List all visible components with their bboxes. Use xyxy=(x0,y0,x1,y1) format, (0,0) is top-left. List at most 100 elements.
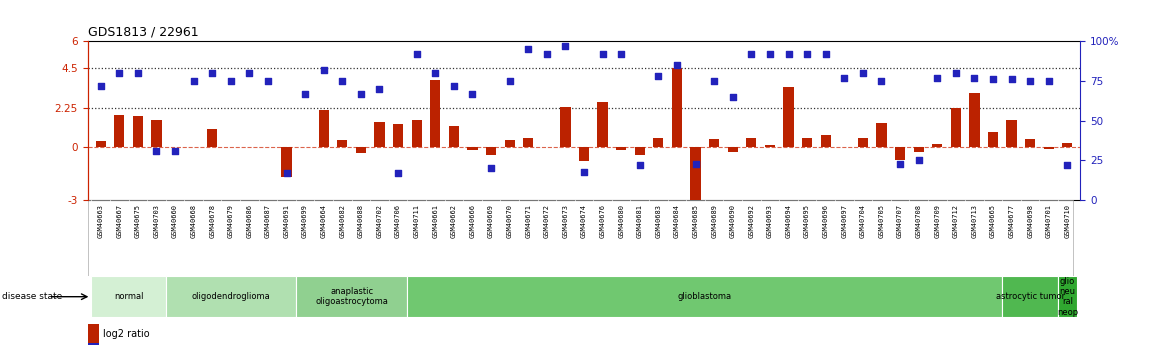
Text: GSM40685: GSM40685 xyxy=(693,204,698,238)
Text: GSM40684: GSM40684 xyxy=(674,204,680,238)
Point xyxy=(854,70,872,76)
Point xyxy=(500,78,519,84)
Bar xyxy=(281,147,292,177)
Point xyxy=(277,170,296,176)
Bar xyxy=(296,276,408,317)
Bar xyxy=(133,116,142,147)
Bar xyxy=(114,115,124,147)
Point xyxy=(816,51,835,57)
Point xyxy=(463,91,481,97)
Point xyxy=(128,70,147,76)
Point xyxy=(239,70,258,76)
Bar xyxy=(765,145,776,147)
Text: GSM40695: GSM40695 xyxy=(804,204,811,238)
Text: GSM40681: GSM40681 xyxy=(637,204,642,238)
Bar xyxy=(913,147,924,151)
Bar xyxy=(1044,147,1054,149)
Bar xyxy=(634,147,645,155)
Point xyxy=(445,83,464,89)
Point xyxy=(333,78,352,84)
Bar xyxy=(408,276,1002,317)
Point xyxy=(110,70,128,76)
Text: GSM40690: GSM40690 xyxy=(730,204,736,238)
Point xyxy=(723,94,742,100)
Bar xyxy=(319,110,329,147)
Bar xyxy=(430,80,440,147)
Bar xyxy=(895,147,905,160)
Text: GSM40663: GSM40663 xyxy=(98,204,104,238)
Point xyxy=(927,75,946,81)
Bar xyxy=(951,108,961,147)
Point xyxy=(222,78,241,84)
Text: GSM40660: GSM40660 xyxy=(172,204,178,238)
Text: normal: normal xyxy=(113,292,144,301)
Text: GSM40677: GSM40677 xyxy=(1009,204,1015,238)
Point xyxy=(91,83,110,89)
Bar xyxy=(579,147,589,161)
Point xyxy=(296,91,314,97)
Text: GSM40703: GSM40703 xyxy=(153,204,159,238)
Text: GSM40673: GSM40673 xyxy=(563,204,569,238)
Bar xyxy=(486,147,496,155)
Text: GSM40707: GSM40707 xyxy=(897,204,903,238)
Text: GSM40688: GSM40688 xyxy=(357,204,364,238)
Bar xyxy=(672,68,682,147)
Bar xyxy=(932,144,943,147)
Point xyxy=(798,51,816,57)
Text: glioblastoma: glioblastoma xyxy=(677,292,732,301)
Point xyxy=(668,62,687,68)
Point xyxy=(370,86,389,92)
Text: GSM40672: GSM40672 xyxy=(544,204,550,238)
Bar xyxy=(96,141,106,147)
Bar xyxy=(338,140,347,147)
Text: GSM40697: GSM40697 xyxy=(841,204,847,238)
Text: GSM40676: GSM40676 xyxy=(599,204,605,238)
Point xyxy=(1058,162,1077,168)
Bar xyxy=(392,124,403,147)
Text: GSM40698: GSM40698 xyxy=(1027,204,1034,238)
Point xyxy=(426,70,445,76)
Text: GSM40662: GSM40662 xyxy=(451,204,457,238)
Text: GSM40678: GSM40678 xyxy=(209,204,215,238)
Point xyxy=(742,51,760,57)
Point xyxy=(910,158,929,163)
Point xyxy=(779,51,798,57)
Bar xyxy=(91,276,166,317)
Bar xyxy=(505,140,515,147)
Text: GSM40708: GSM40708 xyxy=(916,204,922,238)
Text: GSM40665: GSM40665 xyxy=(990,204,996,238)
Bar xyxy=(1058,276,1077,317)
Bar xyxy=(876,124,887,147)
Point xyxy=(965,75,983,81)
Text: astrocytic tumor: astrocytic tumor xyxy=(995,292,1065,301)
Point xyxy=(1040,78,1058,84)
Bar xyxy=(1002,276,1058,317)
Point xyxy=(537,51,556,57)
Text: GSM40682: GSM40682 xyxy=(340,204,346,238)
Text: GSM40694: GSM40694 xyxy=(786,204,792,238)
Bar xyxy=(467,147,478,150)
Text: GSM40692: GSM40692 xyxy=(749,204,755,238)
Point xyxy=(481,166,500,171)
Text: disease state: disease state xyxy=(2,292,63,301)
Text: GSM40674: GSM40674 xyxy=(580,204,588,238)
Bar xyxy=(1007,120,1016,147)
Text: GSM40669: GSM40669 xyxy=(488,204,494,238)
Point xyxy=(704,78,723,84)
Bar xyxy=(802,138,812,147)
Point xyxy=(891,161,910,166)
Point xyxy=(835,75,854,81)
Bar xyxy=(746,138,757,147)
Text: GSM40675: GSM40675 xyxy=(134,204,141,238)
Text: GSM40709: GSM40709 xyxy=(934,204,940,238)
Text: GSM40671: GSM40671 xyxy=(526,204,531,238)
Text: glio
neu
ral
neop: glio neu ral neop xyxy=(1057,277,1078,317)
Bar xyxy=(523,138,534,147)
Bar xyxy=(561,107,570,147)
Bar xyxy=(616,147,626,150)
Text: GSM40664: GSM40664 xyxy=(321,204,327,238)
Point xyxy=(760,51,779,57)
Text: GSM40705: GSM40705 xyxy=(878,204,884,238)
Point xyxy=(556,43,575,49)
Text: anaplastic
oligoastrocytoma: anaplastic oligoastrocytoma xyxy=(315,287,388,306)
